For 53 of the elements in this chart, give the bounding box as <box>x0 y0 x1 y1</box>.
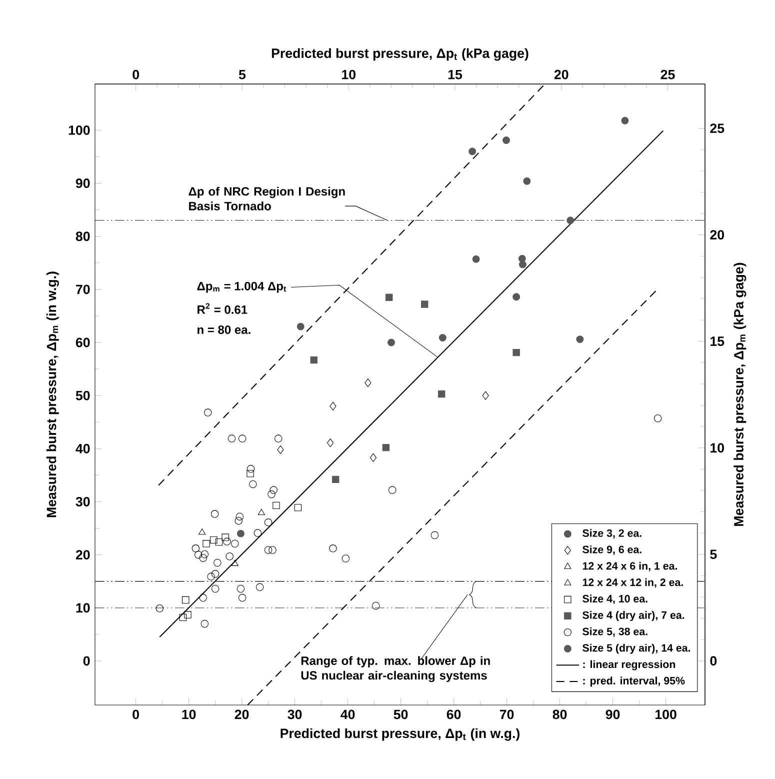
x-tick-label: 10 <box>182 710 196 720</box>
legend-label: Size 4, 10 ea. <box>582 594 648 604</box>
x-tick-label: 80 <box>552 710 567 720</box>
y2-axis-title: Measured burst pressure, Δp$_{m}$ (kPa gage) <box>734 262 746 526</box>
y-tick-label: 40 <box>76 444 90 454</box>
ref-line-label: Δp of NRC Region I Design Basis Tornado <box>188 186 345 210</box>
legend-label: Size 4 (dry air), 7 ea. <box>582 611 684 621</box>
y2-tick-label: 20 <box>710 230 724 240</box>
x-tick-label: 40 <box>340 710 355 720</box>
legend-label: Size 3, 2 ea. <box>582 529 642 538</box>
legend-label: : pred. interval, 95% <box>583 676 685 687</box>
x2-tick-label: 20 <box>554 70 568 80</box>
x-axis-title: Predicted burst pressure, Δp$_{t}$ (in w.g.) <box>280 728 520 741</box>
y-tick-label: 0 <box>83 656 90 666</box>
annotation: n = 80 ea. <box>198 325 250 334</box>
y-tick-label: 80 <box>76 232 90 242</box>
y-tick-label: 60 <box>76 338 90 348</box>
legend-label: : linear regression <box>583 660 676 670</box>
annotation: Δp$_{m}$ = 1.004 Δp$_{t}$ <box>197 282 286 293</box>
x2-axis-title: Predicted burst pressure, Δp$_{t}$ (kPa gage) <box>272 48 528 61</box>
x-tick-label: 60 <box>446 710 461 720</box>
y2-tick-label: 0 <box>710 656 717 666</box>
x2-tick-label: 5 <box>238 70 246 80</box>
y-tick-label: 10 <box>76 603 90 613</box>
y-tick-label: 50 <box>76 390 90 400</box>
x-tick-label: 90 <box>606 710 620 720</box>
y2-tick-label: 5 <box>710 550 717 560</box>
x2-tick-label: 15 <box>448 70 462 80</box>
legend-label: Size 5, 38 ea. <box>582 627 648 637</box>
legend-label: Size 9, 6 ea. <box>582 545 642 555</box>
y2-tick-label: 10 <box>710 443 724 453</box>
x-tick-label: 100 <box>655 710 676 720</box>
y2-tick-label: 25 <box>710 124 724 134</box>
legend-label: Size 5 (dry air), 14 ea. <box>582 644 690 654</box>
annotation: Range of typ. max. blower Δp in US nuclear air-cleaning systems <box>301 656 490 682</box>
y-tick-label: 90 <box>76 178 90 188</box>
y-tick-label: 100 <box>68 125 90 135</box>
y-tick-label: 70 <box>76 284 90 294</box>
annotation: R$^{2}$ = 0.61 <box>198 303 248 314</box>
y-axis-title: Measured burst pressure, Δp$_{m}$ (in w.g.) <box>46 272 59 518</box>
x-tick-label: 20 <box>234 710 249 720</box>
legend-label: 12 x 24 x 6 in, 1 ea. <box>582 562 677 572</box>
legend-label: 12 x 24 x 12 in, 2 ea. <box>582 578 683 588</box>
y-tick-label: 30 <box>76 496 90 506</box>
y-tick-label: 20 <box>76 550 90 560</box>
x-tick-label: 70 <box>500 710 514 720</box>
x2-tick-label: 10 <box>342 70 356 80</box>
y2-tick-label: 15 <box>710 336 724 346</box>
x-tick-label: 30 <box>288 710 302 720</box>
x2-tick-label: 0 <box>132 70 140 80</box>
x-tick-label: 50 <box>394 710 408 720</box>
x-tick-label: 0 <box>132 710 139 720</box>
x2-tick-label: 25 <box>660 70 675 80</box>
